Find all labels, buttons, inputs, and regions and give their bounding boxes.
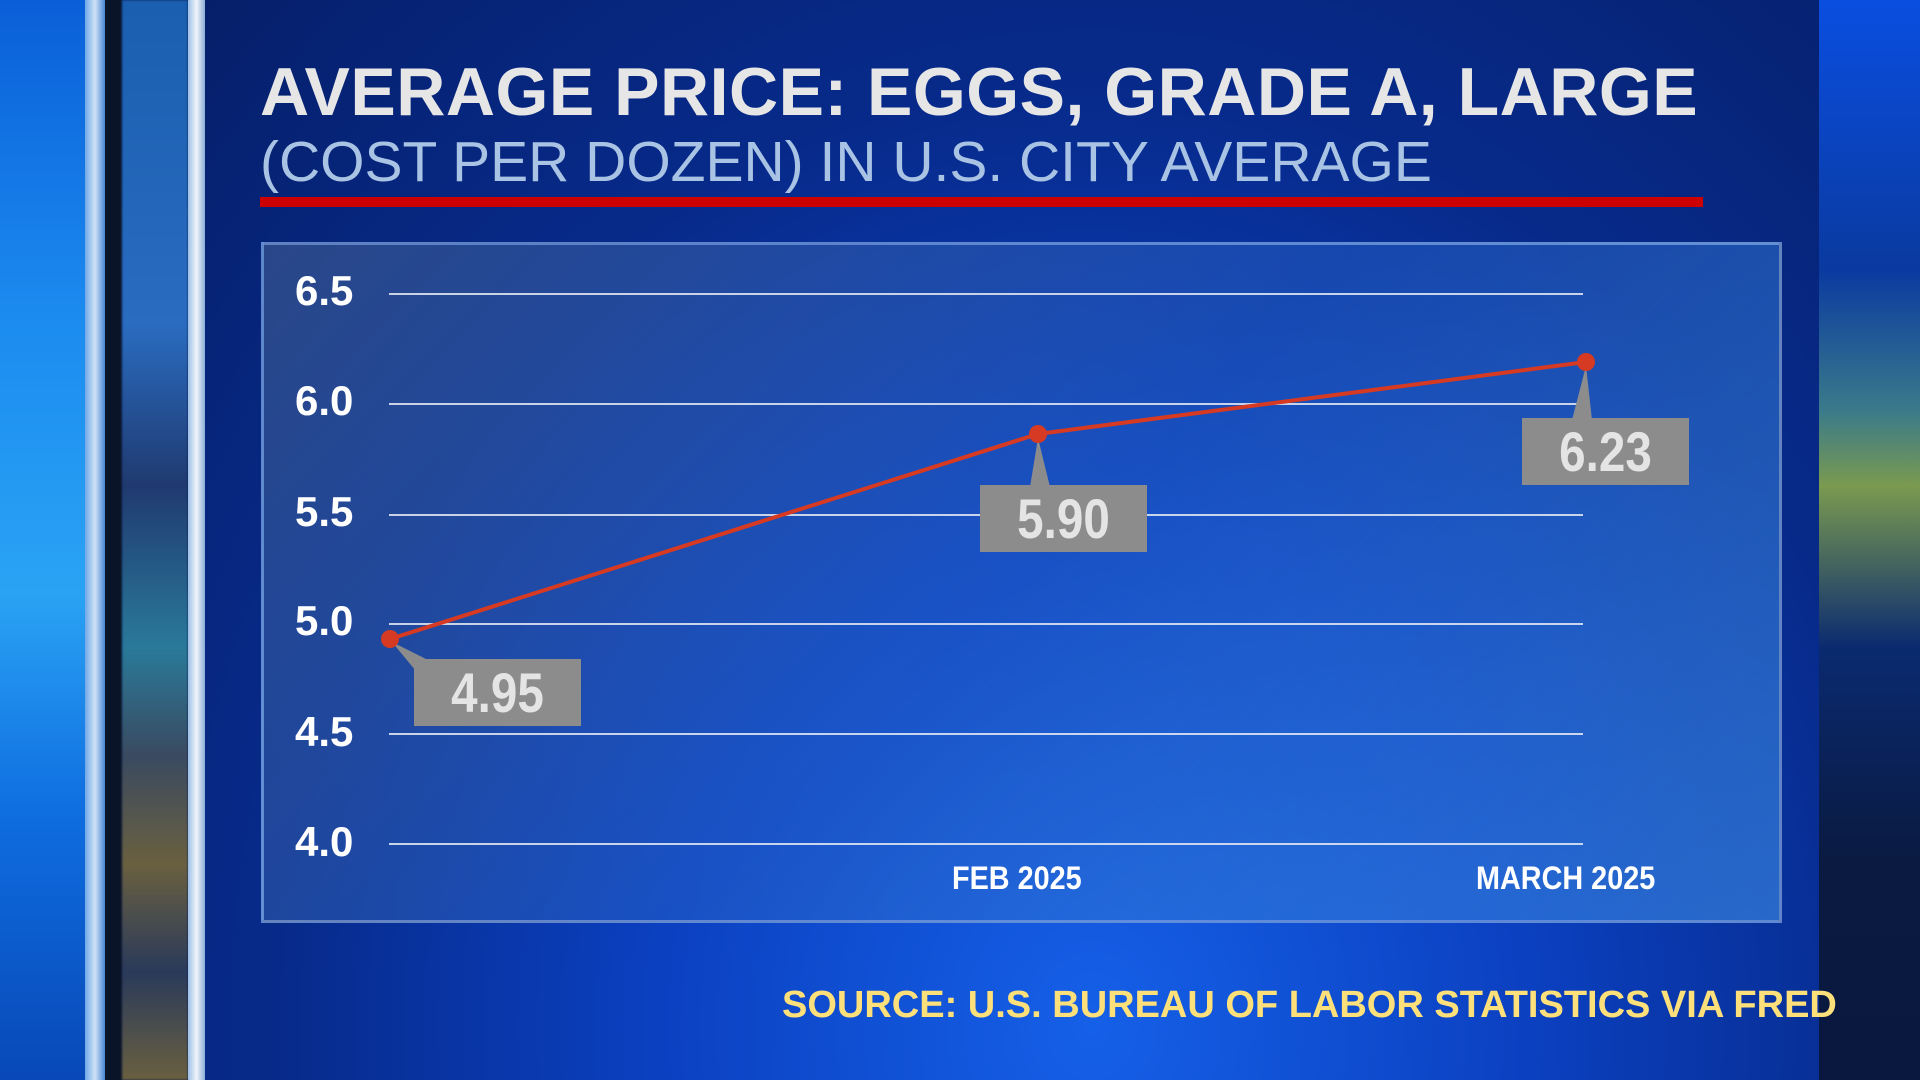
x-tick-label: MARCH 2025 (1476, 860, 1656, 896)
y-tick-label: 6.0 (295, 377, 354, 424)
y-tick-label: 5.5 (295, 488, 354, 535)
chart-title: AVERAGE PRICE: EGGS, GRADE A, LARGE (260, 54, 1699, 130)
data-label: 6.23 (1522, 418, 1689, 485)
source-caption: SOURCE: U.S. BUREAU OF LABOR STATISTICS … (782, 984, 1837, 1026)
frame-divider (105, 0, 122, 1080)
y-tick-label: 6.5 (295, 267, 354, 314)
background-city-strip (122, 0, 188, 1080)
frame-border-inner (188, 0, 205, 1080)
chart-subtitle: (COST PER DOZEN) IN U.S. CITY AVERAGE (260, 130, 1432, 194)
gridline (389, 843, 1583, 845)
gridline (389, 623, 1583, 625)
background-left (0, 0, 85, 1080)
y-tick-label: 4.5 (295, 708, 354, 755)
gridline (389, 733, 1583, 735)
chart-area (261, 242, 1782, 923)
frame-border-left (85, 0, 105, 1080)
data-label-value: 4.95 (451, 661, 544, 724)
data-label: 4.95 (414, 659, 581, 726)
data-label-value: 5.90 (1017, 487, 1110, 550)
background-right (1819, 0, 1920, 1080)
data-label-value: 6.23 (1559, 420, 1652, 483)
x-tick-label: FEB 2025 (952, 860, 1082, 896)
y-tick-label: 4.0 (295, 818, 354, 865)
data-label: 5.90 (980, 485, 1147, 552)
gridline (389, 293, 1583, 295)
gridline (389, 403, 1583, 405)
accent-underline (260, 197, 1703, 207)
y-tick-label: 5.0 (295, 597, 354, 644)
